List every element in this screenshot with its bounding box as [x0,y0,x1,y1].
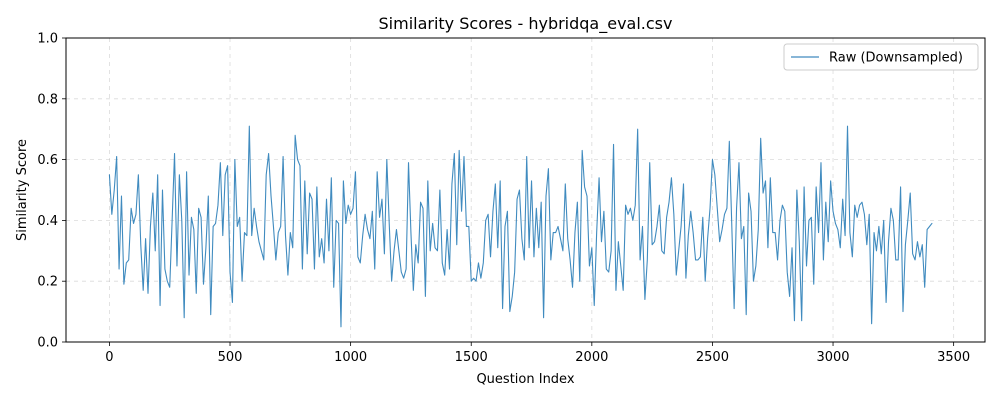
y-tick-label: 0.8 [37,92,58,107]
y-tick-label: 0.6 [37,153,58,168]
plot-frame [65,37,986,343]
x-tick-label: 2000 [575,350,608,365]
ticks: 0 500 1000 1500 2000 2500 3000 3500 0.0 0.2 0.4 0.6… [37,32,970,366]
x-axis-title: Question Index [476,372,574,387]
x-tick-label: 500 [218,350,243,365]
axes [65,37,986,343]
y-tick-label: 1.0 [37,32,58,47]
series-line-raw-downsampled [108,125,933,328]
x-tick-label: 1500 [455,350,488,365]
chart-title: Similarity Scores - hybridqa_eval.csv [379,14,673,34]
x-tick-label: 0 [105,350,113,365]
y-tick-label: 0.0 [37,336,58,351]
x-tick-label: 3500 [937,350,970,365]
x-tick-label: 3000 [816,350,849,365]
x-tick-label: 1000 [334,350,367,365]
x-tick-label: 2500 [696,350,729,365]
legend-label: Raw (Downsampled) [829,51,963,66]
legend-box [783,43,979,71]
y-tick-label: 0.4 [37,214,58,229]
legend: Raw (Downsampled) [783,43,979,71]
y-tick-label: 0.2 [37,275,58,290]
y-axis-title: Similarity Score [15,139,30,241]
series-layer [108,125,933,328]
